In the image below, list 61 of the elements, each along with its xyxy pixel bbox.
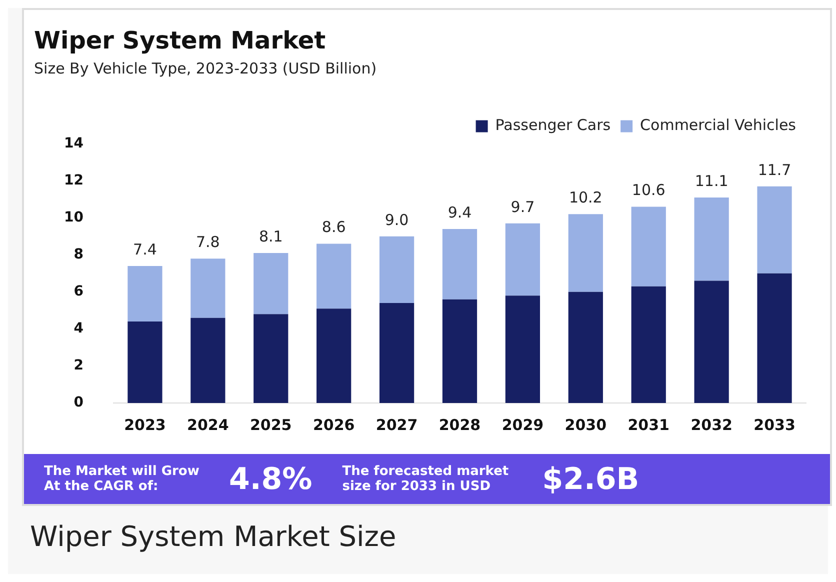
legend-label: Commercial Vehicles: [640, 116, 796, 134]
bar: [128, 322, 162, 403]
bar: [254, 253, 288, 314]
total-label: 9.7: [510, 198, 535, 216]
total-label: 7.4: [133, 240, 157, 258]
y-tick-label: 0: [74, 394, 84, 411]
bar: [190, 258, 226, 318]
text: The Market will Grow At the CAGR of:: [44, 464, 200, 494]
y-tick-label: 2: [74, 358, 84, 374]
total-label: 8.6: [322, 218, 346, 236]
y-tick-label: 8: [74, 246, 84, 263]
bar: [694, 280, 729, 403]
x-tick-label: 2030: [564, 416, 607, 434]
y-tick-label: 4: [74, 320, 84, 337]
bar: [631, 206, 666, 286]
bar: [254, 314, 288, 403]
text: The forecasted market size for 2033 in USD: [342, 464, 510, 494]
bar: [568, 292, 603, 403]
bar: [379, 236, 414, 304]
x-tick-label: 2032: [690, 416, 732, 434]
x-tick-label: 2027: [376, 416, 418, 434]
bar: [694, 197, 729, 281]
x-tick-label: 2028: [438, 416, 481, 434]
x-tick-label: 2026: [312, 416, 355, 434]
x-tick-label: 2023: [124, 416, 166, 434]
text: Wiper System Market Size: [30, 520, 398, 553]
legend-label: Passenger Cars: [495, 116, 611, 134]
x-tick-label: 2024: [187, 416, 229, 434]
total-label: 11.7: [758, 160, 792, 179]
bar: [568, 214, 603, 292]
bar: [757, 186, 792, 274]
bar: [442, 228, 478, 300]
y-tick-label: 6: [74, 284, 84, 300]
total-label: 9.0: [384, 210, 409, 229]
bar: [379, 303, 414, 403]
y-tick-label: 10: [64, 210, 84, 226]
total-label: 9.4: [448, 203, 472, 222]
bar: [505, 296, 540, 403]
total-label: 8.1: [258, 227, 283, 246]
y-tick-label: 12: [64, 172, 84, 188]
bar: [316, 244, 352, 309]
bar: [442, 299, 478, 403]
bar: [505, 223, 540, 296]
bar: [757, 273, 792, 403]
text: $2.6B: [542, 462, 640, 496]
bar: [631, 286, 666, 403]
total-label: 10.2: [568, 188, 602, 207]
y-tick-label: 14: [64, 135, 84, 152]
x-tick-label: 2033: [754, 416, 796, 434]
bar: [316, 308, 352, 403]
chart-title: Wiper System Market: [34, 26, 326, 55]
text: 4.8%: [229, 462, 312, 496]
total-label: 11.1: [694, 172, 728, 190]
total-label: 10.6: [632, 181, 666, 200]
bar: [128, 266, 162, 322]
bar: [190, 318, 226, 403]
x-tick-label: 2031: [628, 416, 670, 434]
x-tick-label: 2029: [502, 416, 544, 434]
chart-subtitle: Size By Vehicle Type, 2023-2033 (USD Billion): [34, 60, 377, 78]
x-tick-label: 2025: [250, 416, 292, 434]
total-label: 7.8: [196, 232, 220, 251]
